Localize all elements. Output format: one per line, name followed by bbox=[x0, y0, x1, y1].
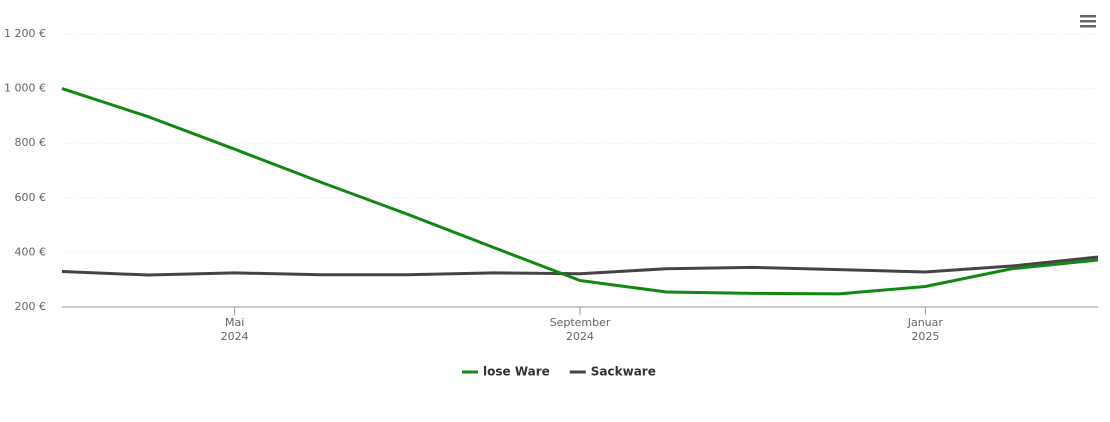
legend-item[interactable]: Sackware bbox=[569, 365, 656, 379]
y-tick-label: 400 € bbox=[15, 245, 47, 258]
x-tick-label: September bbox=[550, 316, 611, 329]
x-tick-label: 2024 bbox=[221, 330, 249, 343]
x-tick-label: 2025 bbox=[911, 330, 939, 343]
menu-button[interactable] bbox=[1080, 15, 1096, 28]
y-tick-label: 600 € bbox=[15, 191, 47, 204]
y-tick-label: 1 200 € bbox=[4, 27, 46, 40]
x-tick-label: 2024 bbox=[566, 330, 594, 343]
x-tick-label: Mai bbox=[225, 316, 244, 329]
legend-item[interactable]: lose Ware bbox=[462, 365, 550, 379]
series-line bbox=[61, 255, 1099, 277]
legend-label: Sackware bbox=[591, 365, 656, 379]
x-tick-label: Januar bbox=[907, 316, 944, 329]
legend: lose Ware Sackware bbox=[462, 365, 656, 379]
y-tick-label: 1 000 € bbox=[4, 82, 46, 95]
y-tick-label: 200 € bbox=[15, 300, 47, 313]
y-tick-label: 800 € bbox=[15, 136, 47, 149]
series-line bbox=[61, 87, 1099, 296]
legend-label: lose Ware bbox=[483, 365, 550, 379]
